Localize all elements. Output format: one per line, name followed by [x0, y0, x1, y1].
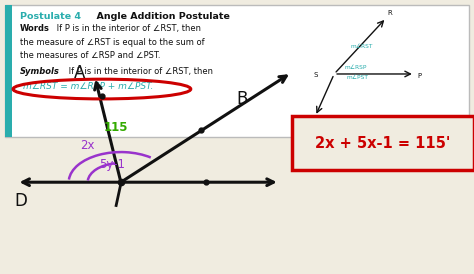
Text: the measures of ∠RSP and ∠PST.: the measures of ∠RSP and ∠PST. — [20, 51, 160, 60]
Text: If P is in the interior of ∠RST, then: If P is in the interior of ∠RST, then — [66, 67, 213, 76]
Text: Postulate 4: Postulate 4 — [20, 12, 81, 21]
Text: m∠PST: m∠PST — [346, 75, 368, 80]
Text: 2x: 2x — [80, 139, 94, 152]
Text: P: P — [417, 73, 421, 79]
Bar — [5, 5, 12, 137]
Text: 2x + 5x-1 = 115': 2x + 5x-1 = 115' — [315, 136, 451, 150]
Text: S: S — [313, 72, 318, 78]
Text: the measure of ∠RST is equal to the sum of: the measure of ∠RST is equal to the sum … — [20, 38, 205, 47]
Text: m∠RSP: m∠RSP — [344, 65, 366, 70]
FancyBboxPatch shape — [292, 116, 474, 170]
FancyBboxPatch shape — [5, 5, 469, 137]
Text: D: D — [14, 192, 27, 210]
Text: T: T — [308, 118, 312, 124]
Text: 115: 115 — [103, 121, 128, 134]
Text: A: A — [73, 64, 85, 82]
Text: m∠RST: m∠RST — [351, 44, 373, 49]
Text: Symbols: Symbols — [20, 67, 60, 76]
Text: Angle Addition Postulate: Angle Addition Postulate — [90, 12, 230, 21]
Text: R: R — [388, 10, 392, 16]
Text: Words: Words — [20, 24, 50, 33]
Text: If P is in the interior of ∠RST, then: If P is in the interior of ∠RST, then — [54, 24, 201, 33]
Text: B: B — [236, 90, 247, 108]
Text: 5y-1: 5y-1 — [100, 158, 126, 171]
Text: m∠RST = m∠RSP + m∠PST.: m∠RST = m∠RSP + m∠PST. — [23, 82, 153, 91]
